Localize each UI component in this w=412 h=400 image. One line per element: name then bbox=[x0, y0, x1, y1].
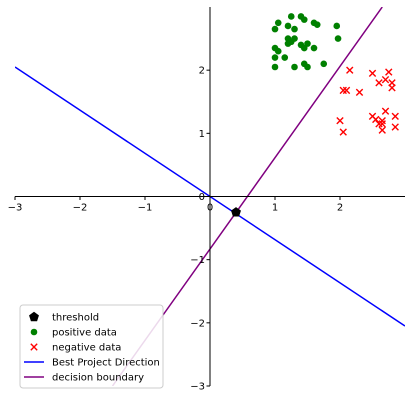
x-stroke bbox=[381, 75, 390, 84]
legend-handle-threshold bbox=[29, 311, 39, 322]
positive-data-point bbox=[300, 16, 308, 23]
points-layer bbox=[231, 13, 399, 217]
positive-data-point bbox=[274, 47, 282, 55]
y-tick-label: −2 bbox=[190, 318, 205, 329]
y-tick-label: 0 bbox=[199, 192, 205, 203]
negative-data-point bbox=[391, 112, 399, 120]
negative-data-point bbox=[368, 69, 377, 78]
legend-label-positive-data: positive data bbox=[52, 328, 117, 339]
y-tick-label: −1 bbox=[190, 255, 205, 266]
x-stroke bbox=[342, 86, 351, 95]
y-tick-label: 1 bbox=[199, 129, 205, 140]
x-stroke bbox=[378, 126, 386, 134]
legend-label-threshold: threshold bbox=[52, 313, 99, 324]
legend: threshold positive data negative data Best … bbox=[19, 304, 164, 389]
x-tick-label: −3 bbox=[8, 203, 23, 214]
positive-data-point bbox=[310, 44, 318, 52]
legend-label-negative-data: negative data bbox=[52, 343, 121, 354]
positive-data-point bbox=[313, 21, 321, 28]
x-stroke bbox=[355, 88, 364, 96]
x-tick-label: −1 bbox=[138, 203, 153, 214]
x-stroke bbox=[375, 79, 383, 87]
positive-data-point bbox=[287, 13, 295, 20]
positive-data-point bbox=[284, 40, 292, 47]
x-tick-label: −2 bbox=[73, 203, 88, 214]
legend-handle-negative-data bbox=[30, 343, 38, 351]
x-stroke bbox=[368, 69, 377, 78]
negative-data-point bbox=[378, 117, 386, 125]
x-stroke bbox=[385, 68, 393, 76]
positive-data-point bbox=[300, 44, 308, 52]
x-stroke bbox=[30, 343, 38, 351]
legend-box bbox=[19, 304, 164, 389]
negative-data-point bbox=[388, 84, 396, 92]
negative-data-point bbox=[378, 120, 386, 128]
x-stroke bbox=[388, 84, 396, 92]
y-tick-label: −3 bbox=[190, 382, 205, 393]
negative-data-point bbox=[391, 123, 399, 131]
x-stroke bbox=[368, 112, 377, 120]
threshold-point bbox=[231, 207, 241, 217]
legend-label-best-project-direction: Best Project Direction bbox=[52, 358, 160, 369]
x-stroke bbox=[339, 128, 347, 136]
x-stroke bbox=[339, 86, 347, 95]
y-tick-label: 2 bbox=[199, 66, 205, 77]
negative-data-point bbox=[336, 117, 344, 125]
legend-label-decision-boundary: decision boundary bbox=[52, 373, 144, 384]
positive-data-point bbox=[304, 63, 311, 71]
positive-data-point bbox=[284, 22, 292, 30]
positive-data-point bbox=[320, 60, 328, 68]
x-stroke bbox=[346, 66, 354, 74]
negative-data-point bbox=[355, 88, 364, 96]
positive-data-point bbox=[271, 63, 279, 71]
positive-data-point bbox=[271, 25, 279, 33]
positive-data-point bbox=[281, 54, 289, 61]
negative-data-point bbox=[385, 68, 393, 76]
positive-data-point bbox=[271, 54, 279, 61]
negative-data-point bbox=[378, 126, 386, 134]
x-stroke bbox=[336, 117, 344, 125]
x-tick-label: 2 bbox=[337, 203, 343, 214]
x-tick-label: 0 bbox=[207, 203, 213, 214]
axes-layer: −3 −2 −1 0 1 2 −3 −2 −1 0 1 2 bbox=[8, 7, 405, 393]
negative-data-point bbox=[342, 86, 351, 95]
positive-data-point bbox=[291, 35, 298, 42]
negative-data-point bbox=[339, 128, 347, 136]
negative-data-point bbox=[375, 79, 383, 87]
negative-data-point bbox=[372, 115, 380, 124]
x-stroke bbox=[378, 117, 386, 125]
negative-data-point bbox=[381, 107, 390, 115]
positive-data-point bbox=[274, 19, 282, 27]
x-stroke bbox=[391, 123, 399, 131]
positive-data-point bbox=[291, 63, 298, 71]
positive-data-point bbox=[333, 22, 341, 30]
x-tick-label: 1 bbox=[272, 203, 278, 214]
x-stroke bbox=[378, 120, 386, 128]
x-stroke bbox=[372, 115, 380, 124]
legend-handle-positive-data bbox=[30, 328, 38, 336]
positive-data-point bbox=[334, 35, 342, 42]
negative-data-point bbox=[339, 86, 347, 95]
negative-data-point bbox=[346, 66, 354, 74]
positive-data-point bbox=[291, 25, 298, 33]
x-stroke bbox=[391, 112, 399, 120]
negative-data-point bbox=[381, 75, 390, 84]
x-stroke bbox=[381, 107, 390, 115]
